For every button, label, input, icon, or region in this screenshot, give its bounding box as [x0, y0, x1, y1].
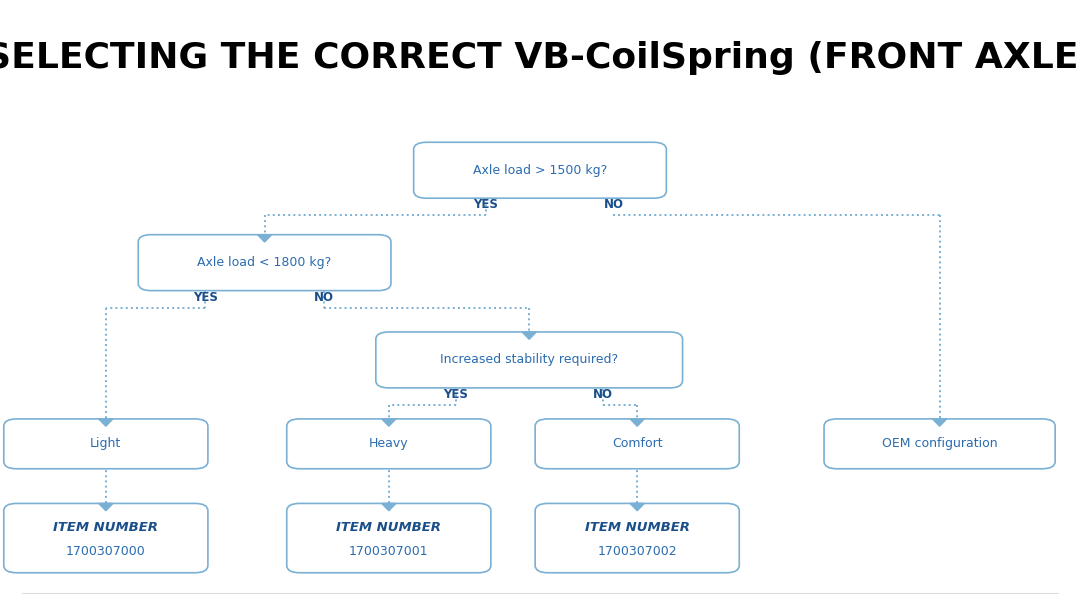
FancyBboxPatch shape: [376, 332, 683, 388]
Polygon shape: [257, 235, 272, 242]
FancyBboxPatch shape: [4, 503, 207, 573]
Text: Light: Light: [91, 437, 121, 451]
Text: OEM configuration: OEM configuration: [881, 437, 998, 451]
Text: ITEM NUMBER: ITEM NUMBER: [53, 520, 159, 534]
Text: 1700307000: 1700307000: [66, 545, 146, 558]
Polygon shape: [630, 419, 645, 426]
Polygon shape: [630, 503, 645, 511]
Text: YES: YES: [473, 198, 499, 212]
FancyBboxPatch shape: [286, 503, 490, 573]
Polygon shape: [381, 419, 396, 426]
Text: NO: NO: [593, 388, 612, 401]
Polygon shape: [98, 419, 113, 426]
Text: SELECTING THE CORRECT VB-CoilSpring (FRONT AXLE): SELECTING THE CORRECT VB-CoilSpring (FRO…: [0, 41, 1080, 75]
Text: Axle load > 1500 kg?: Axle load > 1500 kg?: [473, 164, 607, 177]
Text: NO: NO: [314, 291, 334, 304]
Text: Comfort: Comfort: [612, 437, 662, 451]
Text: NO: NO: [604, 198, 623, 212]
FancyBboxPatch shape: [138, 235, 391, 291]
FancyBboxPatch shape: [4, 419, 207, 469]
Polygon shape: [932, 419, 947, 426]
FancyBboxPatch shape: [536, 503, 739, 573]
FancyBboxPatch shape: [824, 419, 1055, 469]
Polygon shape: [381, 503, 396, 511]
Text: ITEM NUMBER: ITEM NUMBER: [584, 520, 690, 534]
FancyBboxPatch shape: [286, 419, 490, 469]
Text: ITEM NUMBER: ITEM NUMBER: [336, 520, 442, 534]
Text: Axle load < 1800 kg?: Axle load < 1800 kg?: [198, 256, 332, 269]
Polygon shape: [98, 503, 113, 511]
Text: YES: YES: [443, 388, 469, 401]
Text: YES: YES: [192, 291, 218, 304]
Text: 1700307002: 1700307002: [597, 545, 677, 558]
Polygon shape: [522, 332, 537, 339]
Text: 1700307001: 1700307001: [349, 545, 429, 558]
Text: Increased stability required?: Increased stability required?: [441, 353, 618, 367]
Text: Heavy: Heavy: [369, 437, 408, 451]
FancyBboxPatch shape: [414, 142, 666, 198]
FancyBboxPatch shape: [536, 419, 739, 469]
